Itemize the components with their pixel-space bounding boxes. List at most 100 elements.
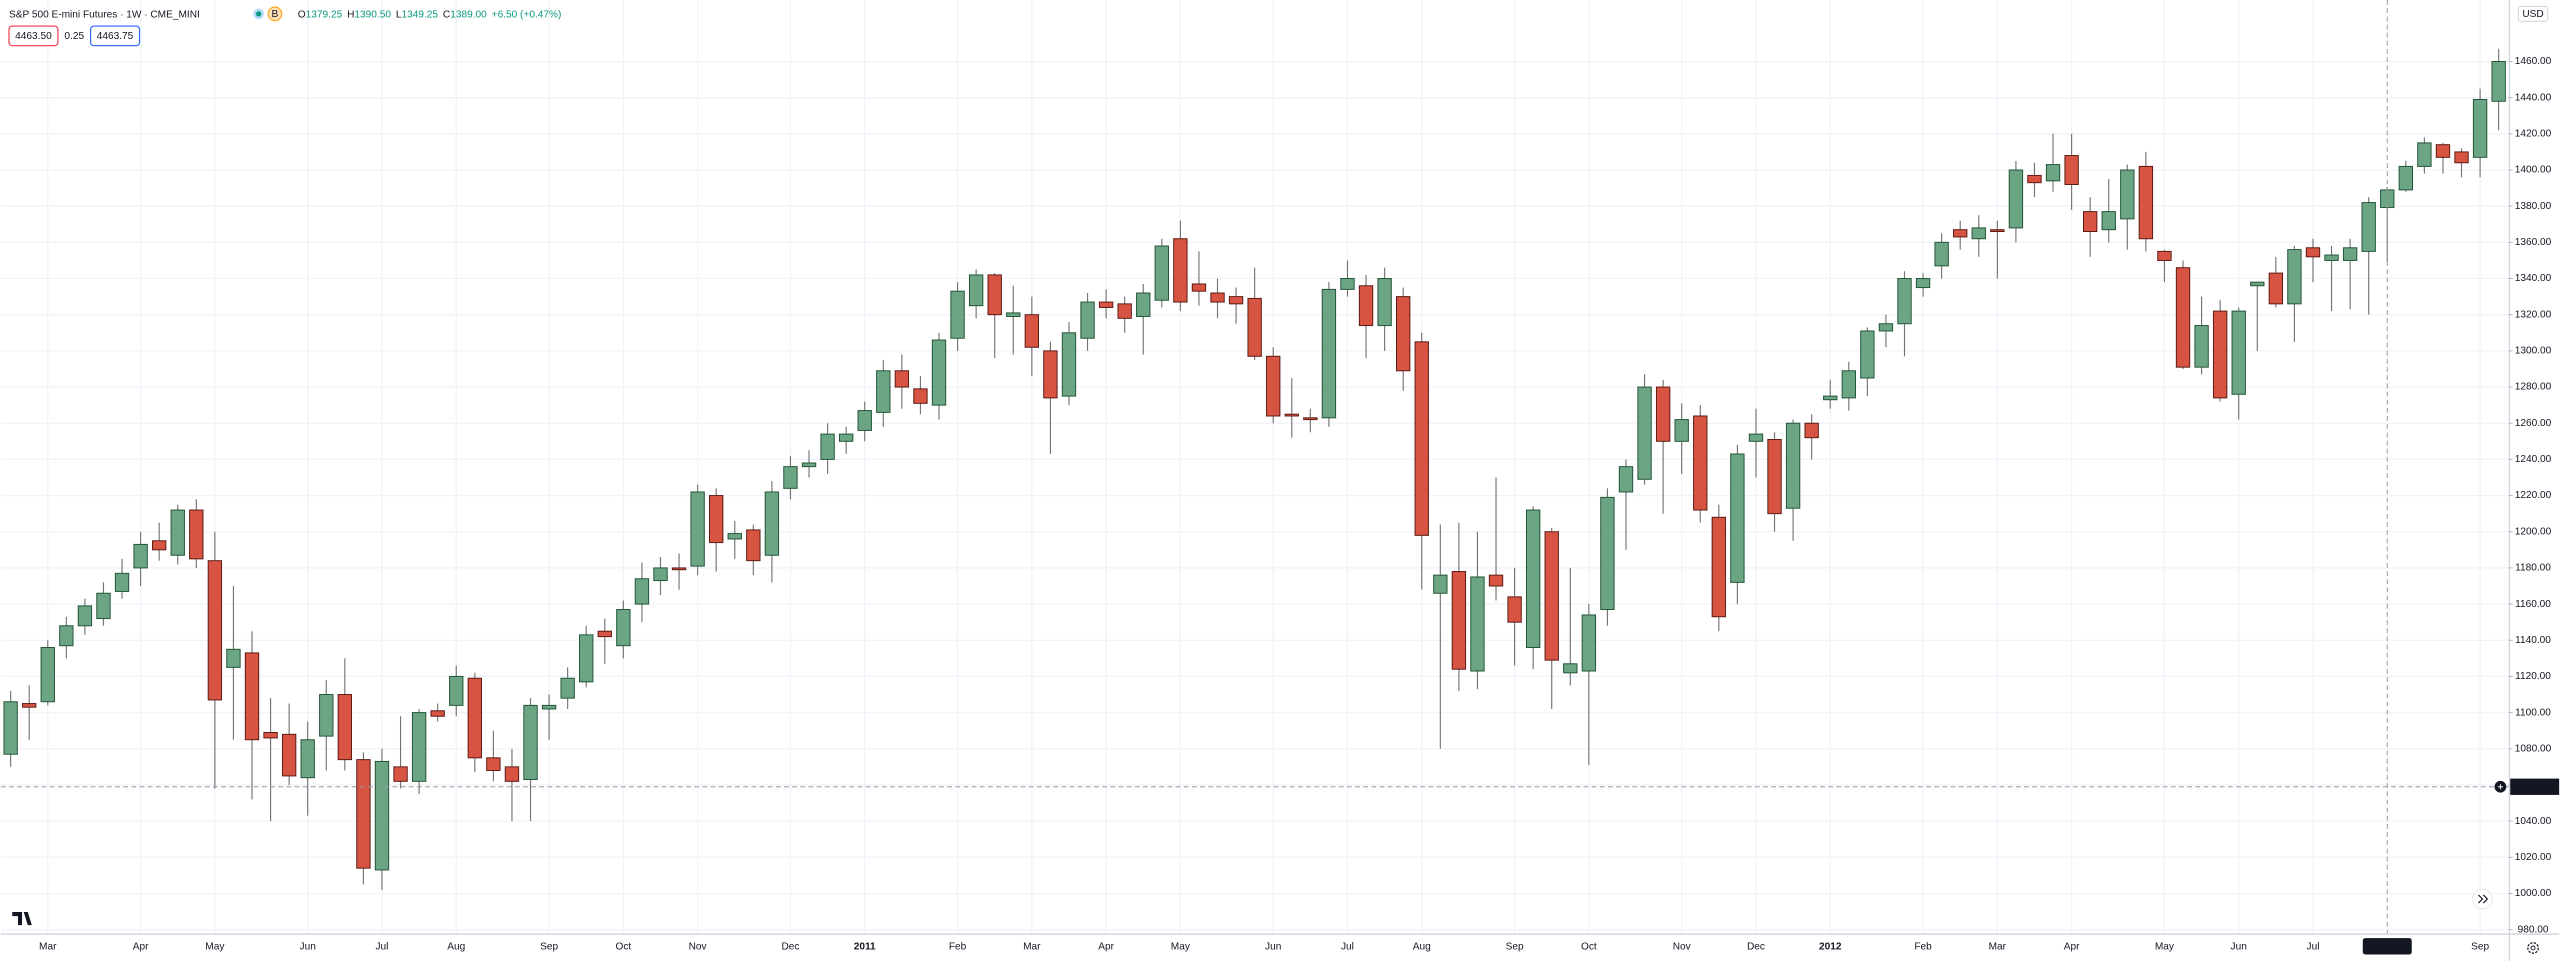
candle-body — [2120, 169, 2135, 220]
candle — [1488, 477, 1504, 601]
candle-body — [1934, 241, 1949, 267]
candle-body — [1693, 415, 1708, 511]
candle — [1470, 531, 1485, 690]
candle-body — [2231, 310, 2246, 395]
candle — [913, 376, 928, 415]
candle — [1451, 522, 1467, 691]
candle-body — [1340, 278, 1355, 290]
candle — [2454, 148, 2469, 178]
candle — [1136, 283, 1151, 355]
candle-body — [1730, 453, 1745, 583]
scroll-button[interactable] — [2472, 888, 2493, 910]
y-tick-label: 1440.00 — [2515, 92, 2552, 103]
ohlc-value: 1379.25 — [306, 9, 343, 20]
candle — [838, 426, 854, 454]
y-tick-label: 1100.00 — [2515, 707, 2551, 718]
candle — [59, 616, 74, 659]
candle-body — [337, 694, 353, 761]
crosshair-price-box — [2510, 778, 2560, 795]
buy-button[interactable] — [90, 25, 141, 47]
candle-body — [411, 712, 427, 782]
candle — [1303, 408, 1318, 433]
candle — [1860, 327, 1875, 397]
candle — [894, 354, 910, 409]
candle — [597, 618, 612, 664]
candle-body — [114, 572, 130, 592]
candle-body — [486, 757, 501, 771]
candle-body — [931, 339, 947, 406]
candle — [207, 531, 223, 789]
candle — [634, 562, 650, 623]
candle — [820, 423, 835, 474]
candle — [931, 332, 947, 420]
crosshair-price-label: 1059.00 — [2515, 782, 2552, 793]
candle — [1247, 267, 1262, 360]
candle — [2361, 197, 2376, 315]
candle — [1767, 432, 1782, 532]
candle-body — [2287, 249, 2302, 305]
candle — [449, 665, 464, 717]
x-tick-label: Aug — [447, 941, 465, 952]
candle-body — [1117, 303, 1132, 319]
candle-body — [1507, 596, 1522, 623]
candle-body — [374, 760, 390, 871]
candle — [746, 524, 761, 576]
candle — [1897, 271, 1912, 357]
candle — [430, 703, 445, 722]
candle — [1953, 220, 1968, 250]
candle-body — [820, 433, 835, 460]
candle-body — [430, 710, 445, 717]
candle-body — [987, 274, 1002, 316]
candle — [1804, 414, 1819, 460]
crosshair-add-icon — [2497, 784, 2503, 790]
settings-button[interactable] — [2527, 942, 2539, 954]
candle-body — [504, 766, 520, 782]
x-tick-label: Jun — [2231, 941, 2247, 952]
candle-body — [1247, 297, 1262, 357]
candle — [1581, 604, 1597, 766]
x-tick-label: Sep — [540, 941, 558, 952]
candle — [1507, 567, 1522, 666]
candle-body — [838, 433, 854, 442]
candle-body — [22, 703, 37, 708]
candle — [2138, 151, 2154, 252]
candle — [616, 600, 631, 659]
candle-body — [1043, 350, 1058, 399]
candle-body — [244, 652, 260, 741]
candle-body — [2305, 247, 2321, 258]
candle — [857, 401, 872, 442]
candle-body — [1061, 332, 1077, 397]
currency-button[interactable] — [2517, 6, 2549, 22]
candle — [1971, 215, 1986, 257]
candle — [2194, 296, 2209, 375]
candle-body — [541, 704, 557, 710]
candle-body — [189, 509, 204, 560]
candle-body — [1915, 278, 1931, 289]
candle-body — [690, 491, 705, 567]
badge[interactable] — [267, 6, 283, 22]
candle — [393, 716, 408, 789]
candle — [2027, 162, 2042, 198]
ohlc-label: O — [298, 9, 306, 20]
y-tick-label: 1160.00 — [2515, 599, 2551, 610]
y-tick-label: 1360.00 — [2515, 237, 2552, 248]
candle — [1618, 459, 1634, 550]
candle — [560, 667, 575, 709]
logo — [12, 912, 32, 926]
gear-inner — [2530, 945, 2536, 951]
candle — [2231, 307, 2246, 420]
y-tick-label: 1120.00 — [2515, 671, 2551, 682]
candle — [1544, 528, 1559, 709]
sell-button[interactable] — [8, 25, 59, 47]
candle — [1748, 408, 1764, 478]
candle-body — [653, 567, 668, 582]
candle — [1563, 567, 1578, 686]
candle-body — [1971, 227, 1986, 240]
candle — [1414, 332, 1429, 590]
candle — [486, 730, 501, 782]
x-tick-label: Oct — [615, 941, 631, 952]
candle — [2120, 164, 2135, 250]
candle-body — [2138, 165, 2154, 240]
candle-body — [77, 605, 93, 627]
